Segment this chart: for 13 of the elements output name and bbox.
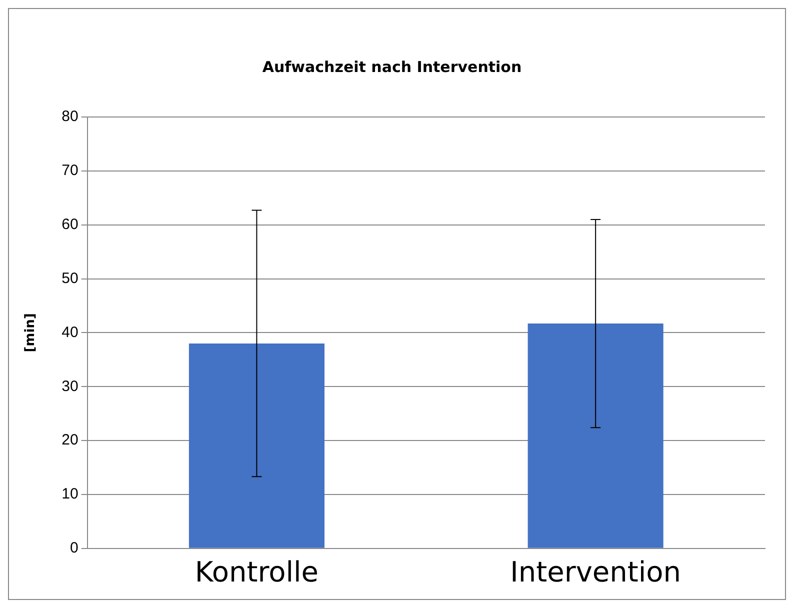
y-tick-label: 80 <box>62 108 78 126</box>
x-tick-label: Intervention <box>510 555 682 588</box>
y-tick-label: 40 <box>62 324 78 341</box>
chart-title: Aufwachzeit nach Intervention <box>262 58 522 76</box>
y-tick-label: 70 <box>62 162 78 180</box>
x-tick-label: Kontrolle <box>194 555 319 588</box>
y-tick-label: 50 <box>62 270 78 287</box>
y-tick-label: 60 <box>62 216 78 233</box>
y-tick-label: 0 <box>70 540 78 557</box>
y-tick-label: 20 <box>62 432 78 449</box>
y-axis-title: [min] <box>23 313 38 352</box>
y-tick-label: 10 <box>62 486 78 503</box>
y-tick-label: 30 <box>62 378 78 395</box>
